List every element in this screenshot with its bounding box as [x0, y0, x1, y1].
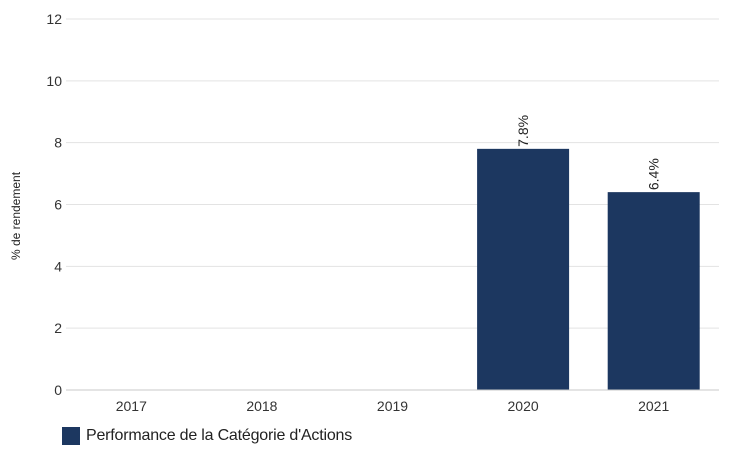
y-tick-label: 10 — [46, 73, 62, 89]
y-tick-label: 4 — [54, 258, 62, 274]
x-tick-label: 2018 — [246, 398, 277, 414]
x-tick-label: 2017 — [116, 398, 147, 414]
y-tick-label: 12 — [46, 11, 62, 27]
x-tick-label: 2019 — [377, 398, 408, 414]
bar — [607, 192, 700, 390]
y-axis-title: % de rendement — [9, 171, 23, 260]
y-tick-label: 6 — [54, 197, 62, 213]
x-tick-label: 2020 — [508, 398, 539, 414]
legend-label: Performance de la Catégorie d'Actions — [86, 427, 353, 444]
legend-swatch — [62, 427, 80, 445]
y-tick-label: 0 — [54, 382, 62, 398]
bars: 7.8% 6.4% — [477, 115, 700, 390]
data-label: 6.4% — [646, 158, 662, 190]
data-label: 7.8% — [515, 115, 531, 147]
x-tick-label: 2021 — [638, 398, 669, 414]
y-tick-label: 8 — [54, 135, 62, 151]
axes: 0 2 4 6 8 10 12 2017 2018 2019 2020 2021 — [46, 11, 719, 414]
y-tick-label: 2 — [54, 320, 62, 336]
legend: Performance de la Catégorie d'Actions — [62, 427, 352, 445]
bar — [477, 148, 570, 390]
